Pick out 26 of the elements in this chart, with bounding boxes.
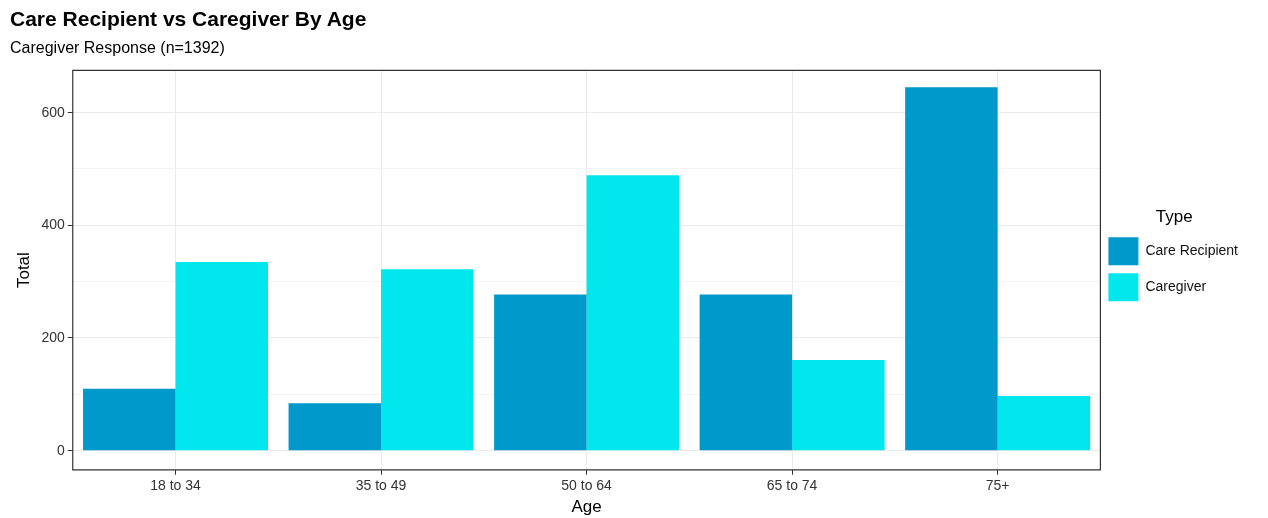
bar	[905, 87, 998, 451]
y-tick-label: 400	[41, 216, 65, 233]
bar	[792, 359, 885, 451]
x-axis-title: Age	[571, 497, 602, 517]
bar	[586, 175, 680, 451]
bar	[175, 261, 269, 451]
y-axis-title: Total	[13, 252, 33, 289]
bar	[699, 294, 793, 451]
bar	[494, 294, 587, 451]
y-tick-label: 0	[56, 441, 65, 458]
y-tick-label: 200	[41, 328, 65, 345]
bar	[997, 396, 1091, 451]
legend-label: Care Recipient	[1145, 242, 1239, 259]
chart-subtitle: Caregiver Response (n=1392)	[10, 39, 225, 57]
x-tick-label: 65 to 74	[766, 477, 818, 494]
x-tick-label: 75+	[985, 477, 1010, 494]
bar	[288, 403, 382, 451]
bar	[381, 269, 474, 451]
x-tick-label: 18 to 34	[150, 477, 202, 494]
chart-title: Care Recipient vs Caregiver By Age	[10, 7, 367, 31]
legend-title: Type	[1155, 206, 1193, 226]
x-tick-label: 35 to 49	[355, 477, 407, 494]
bar	[83, 388, 176, 451]
x-tick-label: 50 to 64	[561, 477, 613, 494]
legend-label: Caregiver	[1145, 278, 1207, 295]
y-tick-label: 600	[41, 103, 65, 120]
